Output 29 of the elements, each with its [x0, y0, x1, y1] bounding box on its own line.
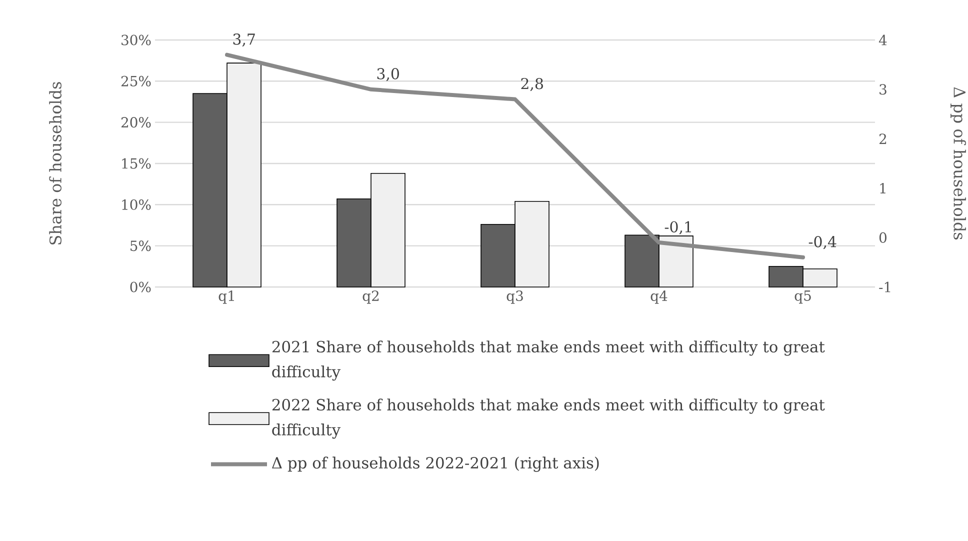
- x-tick-label: q4: [650, 290, 668, 304]
- line-series: [225, 52, 806, 260]
- y-tick-label: 30%: [122, 34, 151, 46]
- y-tick-label: 0%: [130, 282, 151, 292]
- legend-label: 2022 Share of households that make ends meet with difficulty to great difficulty: [272, 398, 825, 439]
- x-tick-label: q1: [218, 290, 234, 304]
- data-label: -0,4: [808, 236, 836, 250]
- y-tick-label: 10%: [122, 199, 151, 210]
- y2-tick-label: 3: [880, 84, 886, 95]
- y-tick-label: 15%: [122, 158, 151, 169]
- x-tick-label: q2: [362, 290, 379, 304]
- y2-tick-label: -1: [879, 282, 890, 292]
- x-tick-label: q5: [794, 290, 811, 304]
- y-tick-label: 20%: [121, 117, 151, 128]
- y2-tick-label: 0: [879, 232, 886, 243]
- data-label: 2,8: [521, 78, 543, 92]
- data-label: 3,0: [377, 68, 399, 82]
- y2-tick-label: 4: [878, 34, 887, 46]
- legend-label: Δ pp of households 2022-2021 (right axis): [272, 456, 599, 472]
- y2-tick-label: 2: [879, 134, 886, 144]
- data-label: 3,7: [233, 33, 255, 47]
- y2-axis-title: Δ pp of households: [950, 87, 966, 240]
- x-tick-label: q3: [506, 290, 523, 304]
- y-tick-label: 5%: [130, 240, 151, 252]
- legend-label: 2021 Share of households that make ends meet with difficulty to great difficulty: [272, 340, 825, 381]
- y2-tick-label: 1: [880, 183, 886, 194]
- data-label: -0,1: [664, 221, 691, 234]
- y-tick-label: 25%: [121, 76, 151, 86]
- y-axis-title: Share of households: [49, 82, 62, 244]
